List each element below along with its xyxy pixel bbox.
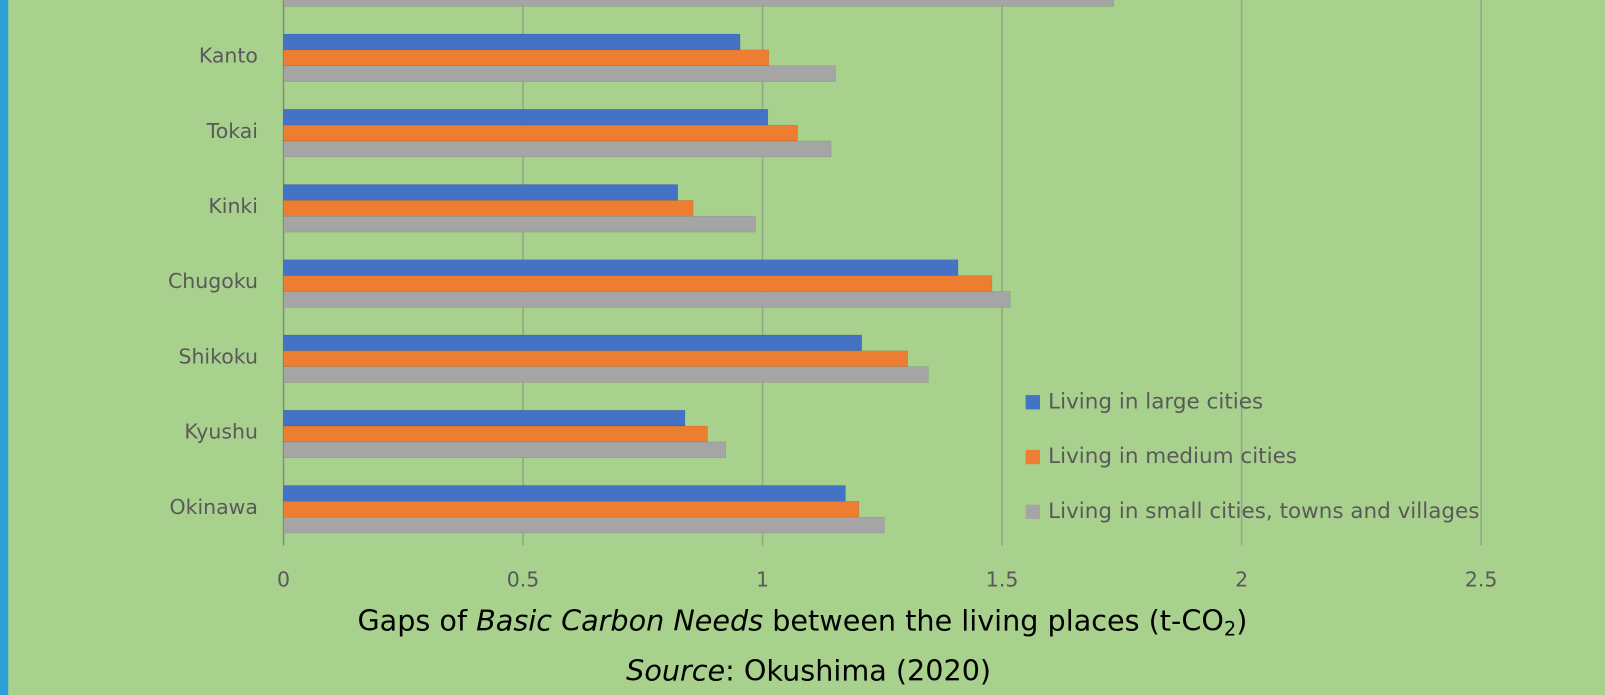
x-label-part: ) xyxy=(1236,603,1247,637)
legend-swatch xyxy=(1025,395,1040,410)
bar xyxy=(283,366,929,383)
bar xyxy=(283,259,959,276)
legend-label: Living in small cities, towns and villag… xyxy=(1048,499,1479,524)
bar xyxy=(283,501,860,518)
x-tick-label: 1 xyxy=(756,567,769,591)
bar xyxy=(283,441,726,459)
bar xyxy=(283,49,770,67)
x-tick-label: 0 xyxy=(277,567,290,591)
bar xyxy=(283,485,846,502)
bar xyxy=(283,350,908,367)
x-label-part: between the living places (t-CO xyxy=(763,603,1224,637)
y-tick-label: Kinki xyxy=(208,194,258,218)
bar xyxy=(283,409,686,427)
bar xyxy=(283,124,798,142)
legend-label: Living in medium cities xyxy=(1048,444,1297,469)
y-tick-label: Kyushu xyxy=(184,420,258,444)
legend-swatch xyxy=(1025,504,1040,519)
legend-label: Living in large cities xyxy=(1048,389,1263,414)
x-label-part: Basic Carbon Needs xyxy=(476,603,763,637)
source-part: Source xyxy=(626,653,725,687)
y-tick-label: Tokai xyxy=(206,119,258,143)
bar xyxy=(283,334,862,352)
y-tick-label: Okinawa xyxy=(170,495,258,519)
y-tick-label: Chugoku xyxy=(168,269,258,293)
bar xyxy=(283,0,1114,7)
x-axis-label: Gaps of Basic Carbon Needs between the l… xyxy=(357,603,1247,640)
x-tick-label: 2.5 xyxy=(1465,567,1498,591)
side-strip xyxy=(0,0,9,695)
bar xyxy=(283,215,756,233)
bar xyxy=(283,291,1011,308)
x-tick-label: 1.5 xyxy=(986,567,1019,591)
x-label-part: Gaps of xyxy=(357,603,476,637)
bar xyxy=(283,200,694,217)
x-tick-label: 0.5 xyxy=(507,567,540,591)
y-tick-label: Shikoku xyxy=(178,344,258,368)
bar xyxy=(283,516,885,534)
bar xyxy=(283,425,708,443)
bar xyxy=(283,275,993,292)
bar xyxy=(283,33,741,51)
bar xyxy=(283,184,679,201)
bar xyxy=(283,140,832,158)
bar xyxy=(283,109,769,126)
source: Source: Okushima (2020) xyxy=(626,653,991,687)
bar xyxy=(283,65,836,82)
y-tick-label: Kanto xyxy=(199,44,258,68)
x-label-part: 2 xyxy=(1224,617,1236,640)
legend-swatch xyxy=(1025,449,1040,465)
x-tick-label: 2 xyxy=(1235,567,1248,591)
source-part: : Okushima (2020) xyxy=(725,653,991,687)
